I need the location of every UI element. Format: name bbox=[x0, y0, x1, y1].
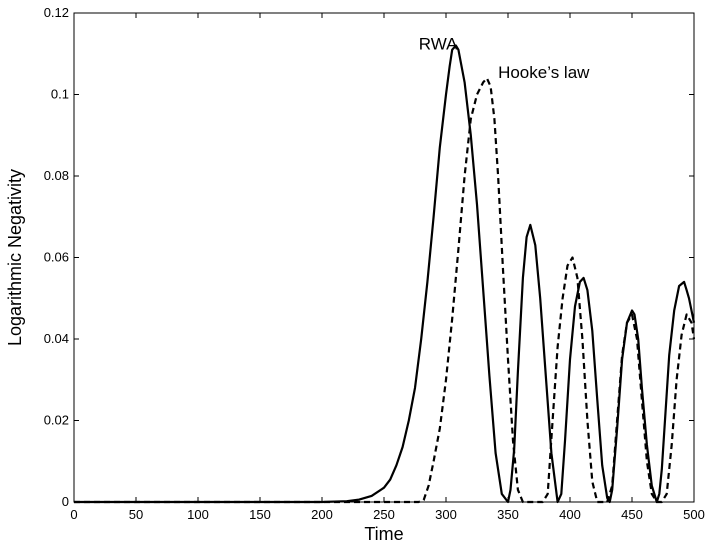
x-tick-label: 450 bbox=[621, 507, 643, 522]
x-axis-title: Time bbox=[364, 524, 403, 544]
series-line-hooke bbox=[74, 77, 696, 504]
y-tick-label: 0 bbox=[62, 494, 69, 509]
x-tick-label: 100 bbox=[187, 507, 209, 522]
x-tick-label: 50 bbox=[129, 507, 143, 522]
x-tick-label: 500 bbox=[683, 507, 705, 522]
annotation-hooke: Hooke’s law bbox=[498, 63, 590, 82]
annotation-rwa: RWA bbox=[419, 35, 458, 54]
y-tick-label: 0.02 bbox=[44, 413, 69, 428]
y-axis-title: Logarithmic Negativity bbox=[5, 169, 25, 346]
x-tick-label: 200 bbox=[311, 507, 333, 522]
x-tick-label: 150 bbox=[249, 507, 271, 522]
x-tick-label: 250 bbox=[373, 507, 395, 522]
y-tick-label: 0.1 bbox=[51, 87, 69, 102]
x-tick-label: 0 bbox=[70, 507, 77, 522]
ticks-layer: 0 50 100 150 200 250 300 350 400 450 500 0 0.02 0.04 0… bbox=[44, 5, 705, 522]
x-tick-label: 350 bbox=[497, 507, 519, 522]
series-layer bbox=[74, 44, 696, 504]
y-tick-label: 0.04 bbox=[44, 331, 69, 346]
y-tick-label: 0.08 bbox=[44, 168, 69, 183]
y-tick-label: 0.12 bbox=[44, 5, 69, 20]
annotation-layer: RWA Hooke’s law bbox=[419, 35, 590, 83]
x-tick-label: 400 bbox=[559, 507, 581, 522]
x-tick-label: 300 bbox=[435, 507, 457, 522]
series-line-rwa bbox=[74, 44, 696, 504]
y-tick-label: 0.06 bbox=[44, 250, 69, 265]
